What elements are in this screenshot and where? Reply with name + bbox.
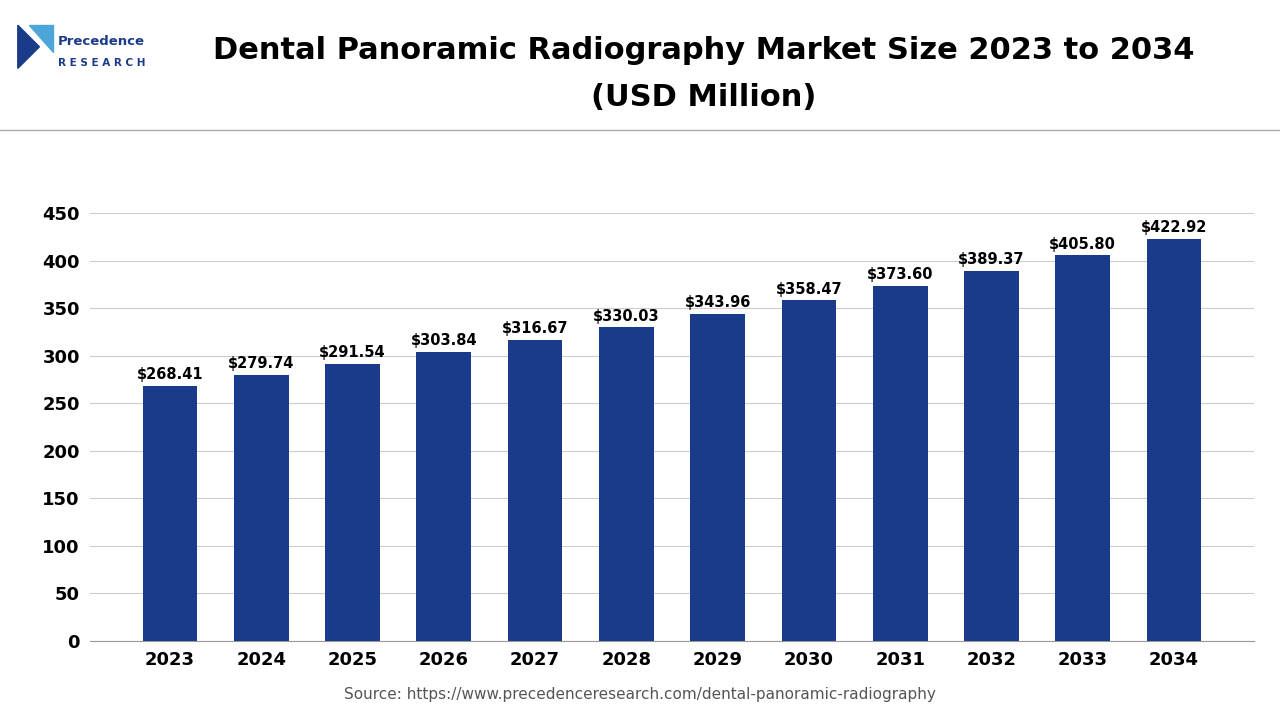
Bar <box>782 300 836 641</box>
Bar <box>508 340 562 641</box>
Text: $330.03: $330.03 <box>593 309 659 323</box>
Text: $268.41: $268.41 <box>137 367 204 382</box>
Text: $303.84: $303.84 <box>411 333 477 348</box>
Text: (USD Million): (USD Million) <box>591 83 817 112</box>
Text: R E S E A R C H: R E S E A R C H <box>58 58 145 68</box>
Text: $279.74: $279.74 <box>228 356 294 372</box>
Text: $316.67: $316.67 <box>502 321 568 336</box>
Text: $389.37: $389.37 <box>959 252 1025 267</box>
Bar <box>599 328 654 641</box>
Bar <box>690 314 745 641</box>
Bar <box>234 375 288 641</box>
Bar <box>1056 256 1110 641</box>
Bar <box>416 352 471 641</box>
Text: Precedence: Precedence <box>58 35 145 48</box>
Polygon shape <box>29 25 52 52</box>
Bar <box>325 364 380 641</box>
Text: $422.92: $422.92 <box>1140 220 1207 235</box>
Text: $405.80: $405.80 <box>1050 237 1116 251</box>
Polygon shape <box>18 25 40 68</box>
Bar <box>142 386 197 641</box>
Text: $343.96: $343.96 <box>685 295 751 310</box>
Text: Dental Panoramic Radiography Market Size 2023 to 2034: Dental Panoramic Radiography Market Size… <box>214 36 1194 65</box>
Text: Source: https://www.precedenceresearch.com/dental-panoramic-radiography: Source: https://www.precedenceresearch.c… <box>344 687 936 702</box>
Bar <box>873 286 928 641</box>
Text: $358.47: $358.47 <box>776 282 842 297</box>
Bar <box>1147 239 1202 641</box>
Text: $373.60: $373.60 <box>867 267 933 282</box>
Bar <box>964 271 1019 641</box>
Text: $291.54: $291.54 <box>319 345 385 360</box>
